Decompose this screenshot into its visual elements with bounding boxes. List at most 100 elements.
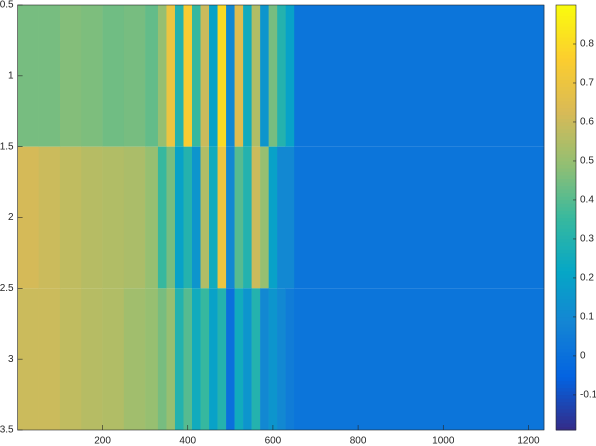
colorbar-swatch — [556, 284, 576, 289]
heat-cell — [81, 5, 103, 147]
colorbar-swatch — [556, 43, 576, 48]
heat-cell — [102, 5, 125, 147]
heat-cell — [226, 5, 235, 147]
heat-cell — [183, 5, 193, 147]
colorbar-swatch — [556, 61, 576, 66]
heat-cell — [192, 288, 201, 430]
colorbar-swatch — [556, 224, 576, 229]
colorbar-swatch — [556, 345, 576, 350]
colorbar-swatch — [556, 79, 576, 84]
x-tick-label: 800 — [350, 436, 367, 446]
heat-cell — [123, 5, 146, 147]
colorbar-tick-label: 0.6 — [580, 117, 594, 128]
colorbar-swatch — [556, 274, 576, 279]
colorbar-swatch — [556, 86, 576, 91]
heat-cell — [226, 288, 235, 430]
colorbar-swatch — [556, 65, 576, 70]
colorbar-swatch — [556, 167, 576, 172]
colorbar-swatch — [556, 252, 576, 257]
colorbar-swatch — [556, 185, 576, 190]
heat-cell — [243, 5, 252, 147]
colorbar-swatch — [556, 47, 576, 52]
colorbar-swatch — [556, 228, 576, 233]
colorbar-swatch — [556, 298, 576, 303]
heat-cell — [268, 288, 278, 430]
colorbar-swatch — [556, 19, 576, 24]
colorbar-swatch — [556, 366, 576, 371]
colorbar-swatch — [556, 36, 576, 41]
colorbar-swatch — [556, 68, 576, 73]
colorbar-swatch — [556, 157, 576, 162]
colorbar-swatch — [556, 171, 576, 176]
colorbar-swatch — [556, 160, 576, 165]
heat-cell — [277, 5, 286, 147]
y-tick-label: 0.5 — [0, 0, 14, 11]
x-tick-label: 1200 — [517, 436, 540, 446]
colorbar-swatch — [556, 164, 576, 169]
y-tick-label: 2.5 — [0, 283, 14, 294]
colorbar-swatch — [556, 260, 576, 265]
colorbar-swatch — [556, 320, 576, 325]
colorbar-swatch — [556, 263, 576, 268]
colorbar-swatch — [556, 330, 576, 335]
colorbar-swatch — [556, 26, 576, 31]
heat-cell — [157, 5, 167, 147]
heat-cell — [17, 288, 39, 430]
colorbar-swatch — [556, 213, 576, 218]
colorbar-swatch — [556, 82, 576, 87]
colorbar-swatch — [556, 178, 576, 183]
colorbar-swatch — [556, 143, 576, 148]
heat-cell — [123, 146, 146, 289]
colorbar-swatch — [556, 199, 576, 204]
colorbar-swatch — [556, 362, 576, 367]
colorbar-swatch — [556, 150, 576, 155]
colorbar-swatch — [556, 302, 576, 307]
x-tick-label: 200 — [94, 436, 111, 446]
heat-cell — [251, 146, 261, 289]
heat-cell — [268, 5, 278, 147]
colorbar-swatch — [556, 309, 576, 314]
colorbar-swatch — [556, 245, 576, 250]
colorbar-swatch — [556, 323, 576, 328]
colorbar-tick-label: 0.3 — [580, 234, 594, 245]
colorbar-swatch — [556, 352, 576, 357]
heat-cell — [192, 146, 201, 289]
heat-cell — [209, 146, 218, 289]
heat-cell — [174, 146, 184, 289]
heat-cell — [277, 146, 286, 289]
heat-cell — [59, 146, 82, 289]
colorbar-swatch — [556, 316, 576, 321]
heat-cell — [234, 146, 244, 289]
colorbar-swatch — [556, 383, 576, 388]
heat-cell — [260, 288, 269, 430]
heat-cell — [38, 288, 61, 430]
heat-cell — [166, 5, 176, 147]
colorbar-swatch — [556, 175, 576, 180]
colorbar-swatch — [556, 114, 576, 119]
colorbar-swatch — [556, 93, 576, 98]
colorbar-swatch — [556, 29, 576, 34]
colorbar-swatch — [556, 8, 576, 13]
heat-cell — [226, 146, 235, 289]
heat-cell — [145, 5, 159, 147]
colorbar-tick-label: 0.5 — [580, 156, 594, 167]
heat-cell — [294, 5, 545, 147]
heat-cell — [285, 288, 295, 430]
colorbar-swatch — [556, 334, 576, 339]
x-tick-label: 400 — [179, 436, 196, 446]
colorbar-swatch — [556, 408, 576, 413]
colorbar-swatch — [556, 288, 576, 293]
colorbar-swatch — [556, 33, 576, 38]
colorbar-swatch — [556, 206, 576, 211]
colorbar-swatch — [556, 217, 576, 222]
heat-cell — [251, 288, 261, 430]
colorbar-swatch — [556, 369, 576, 374]
heat-cell — [102, 146, 125, 289]
heat-cell — [217, 288, 227, 430]
colorbar-swatch — [556, 394, 576, 399]
y-tick-label: 3.5 — [0, 425, 14, 436]
colorbar-tick-label: 0.4 — [580, 195, 594, 206]
heat-cell — [157, 146, 167, 289]
heat-cell — [166, 146, 176, 289]
